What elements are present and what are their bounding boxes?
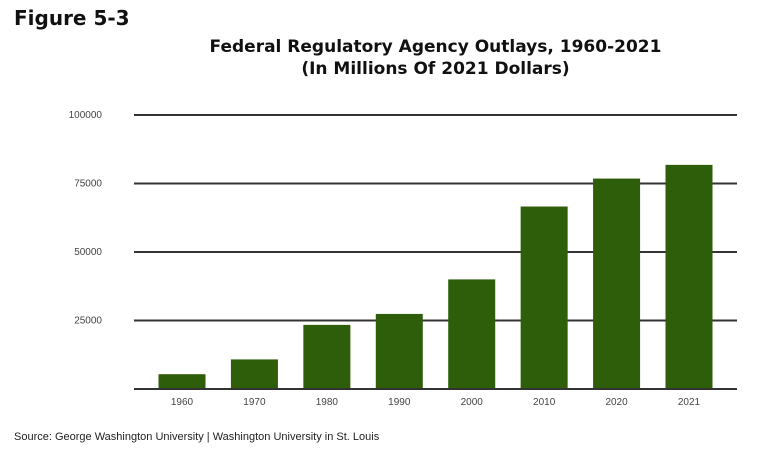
figure-label: Figure 5-3	[14, 6, 130, 30]
x-tick-label: 2000	[461, 397, 484, 408]
bar-2000	[448, 279, 496, 389]
bar-2010	[520, 206, 568, 389]
chart-title-main: Federal Regulatory Agency Outlays, 1960-…	[209, 37, 662, 57]
chart-subtitle: (In Millions Of 2021 Dollars)	[301, 59, 570, 79]
bar-1960	[158, 374, 206, 389]
bar-1990	[375, 313, 423, 389]
bar-2020	[593, 178, 641, 389]
x-tick-label: 1960	[171, 397, 194, 408]
x-tick-label: 1980	[316, 397, 339, 408]
source-note: Source: George Washington University | W…	[14, 431, 380, 443]
x-tick-label: 2021	[678, 397, 701, 408]
y-tick-label: 25000	[74, 316, 102, 327]
x-tick-label: 1990	[388, 397, 411, 408]
y-tick-label: 50000	[74, 247, 102, 258]
x-tick-label: 2010	[533, 397, 556, 408]
y-tick-label: 75000	[74, 179, 102, 190]
chart-title: Federal Regulatory Agency Outlays, 1960-…	[134, 36, 737, 80]
x-tick-label: 2020	[605, 397, 628, 408]
x-tick-label: 1970	[243, 397, 266, 408]
bar-2021	[665, 164, 713, 389]
bar-1970	[230, 359, 278, 389]
bar-1980	[303, 324, 351, 389]
y-tick-label: 100000	[69, 110, 103, 121]
